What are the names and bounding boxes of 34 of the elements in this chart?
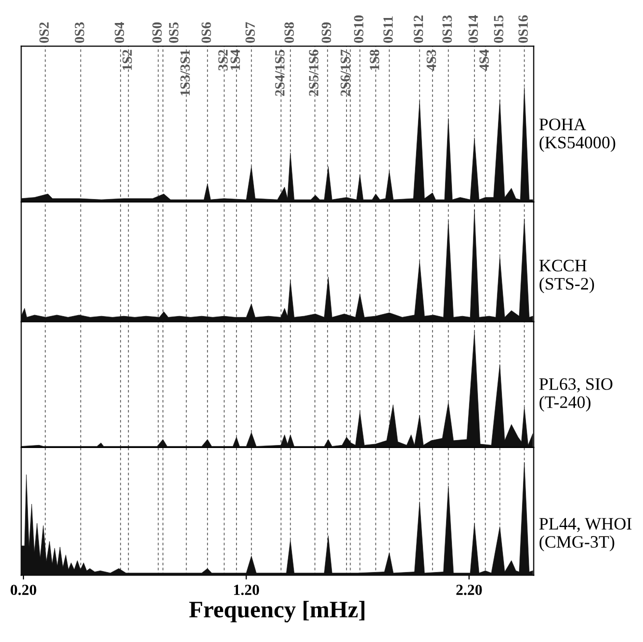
ref-line-label: 0S6: [202, 22, 211, 43]
ref-line-label: 0S9: [322, 22, 332, 43]
text: PL63, SIO (T-240): [539, 378, 612, 412]
annotation: 1S4: [230, 50, 240, 70]
text: POHA (KS54000): [539, 118, 616, 152]
ref-line-label: 0S5: [169, 22, 178, 43]
annotation: 3S2: [218, 50, 228, 70]
x-tick-label: 0.20: [10, 584, 36, 596]
annotation: 1S3/3S1: [180, 50, 190, 96]
annotation: 1S2: [122, 50, 132, 70]
annotation: 4S4: [479, 50, 489, 71]
ref-line-label: 0S7: [245, 22, 255, 43]
annotation: 1S8: [370, 50, 380, 70]
text: KCCH (STS-2): [539, 260, 594, 294]
x-tick-label: 1.20: [234, 584, 260, 596]
ref-line-label: 0S10: [354, 15, 364, 43]
ref-line-label: 0S4: [114, 22, 124, 43]
x-axis-title: Frequency [mHz]: [189, 600, 364, 622]
ref-line-label: 0S15: [494, 15, 504, 43]
ref-line-label: 0S11: [383, 16, 393, 43]
text: PL44, WHOI (CMG-3T): [539, 518, 632, 552]
ref-line-label: 0S3: [74, 22, 84, 43]
ref-line-label: 0S8: [284, 22, 294, 43]
ref-line-label: 0S16: [518, 15, 528, 43]
ref-line-label: 0S0: [152, 22, 162, 43]
annotation: 2S6/1S7: [340, 50, 350, 96]
ref-line-label: 0S14: [468, 15, 478, 43]
ref-line-label: 0S2: [39, 22, 49, 43]
ref-line-label: 0S12: [414, 15, 424, 43]
x-tick-label: 2.20: [456, 584, 482, 596]
annotation: 2S4/1S5: [275, 50, 284, 96]
annotation: 4S3: [426, 50, 436, 71]
annotation: 2S5/1S6: [309, 50, 318, 96]
ref-line-label: 0S13: [442, 15, 452, 43]
